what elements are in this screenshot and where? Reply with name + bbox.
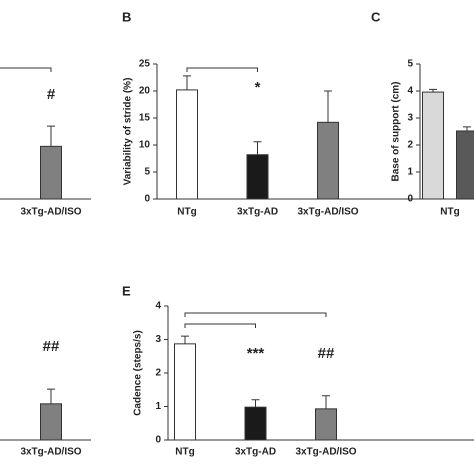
y-tick-label: 1 bbox=[407, 167, 413, 178]
significance-bracket bbox=[0, 67, 52, 72]
bar bbox=[422, 91, 444, 200]
y-tick-label: 4 bbox=[407, 86, 413, 97]
error-bar bbox=[253, 141, 262, 155]
error-bar bbox=[183, 75, 191, 90]
y-tick-label: 0 bbox=[407, 194, 413, 205]
y-tick-label: 2 bbox=[155, 368, 161, 379]
significance-bracket bbox=[184, 323, 256, 328]
bar bbox=[176, 89, 198, 200]
panel-label: E bbox=[122, 283, 131, 298]
bar bbox=[40, 403, 62, 441]
y-tick-label: 10 bbox=[139, 140, 151, 151]
significance-mark: *** bbox=[247, 345, 265, 362]
bar bbox=[40, 145, 62, 200]
error-bar bbox=[322, 395, 330, 409]
y-axis-label: Cadence (steps/s) bbox=[133, 330, 144, 416]
significance-mark: ## bbox=[318, 345, 335, 362]
y-tick-label: 3 bbox=[407, 113, 413, 124]
y-tick-label: 4 bbox=[155, 301, 161, 312]
y-tick-label: 1 bbox=[155, 401, 161, 412]
y-tick-label: 5 bbox=[144, 167, 150, 178]
panel-label: C bbox=[371, 9, 381, 24]
bar bbox=[456, 130, 474, 200]
bar bbox=[246, 154, 269, 200]
error-bar bbox=[429, 88, 437, 93]
x-tick-label: 3xTg-AD bbox=[235, 447, 276, 458]
y-tick-label: 5 bbox=[407, 59, 413, 70]
error-bar bbox=[324, 90, 332, 123]
y-tick-label: 0 bbox=[144, 194, 150, 205]
y-axis-label: Base of support (cm) bbox=[391, 81, 402, 181]
x-tick-label: NTg bbox=[440, 207, 459, 218]
error-bar bbox=[47, 388, 55, 404]
x-tick-label: 3xTg-AD/ISO bbox=[297, 207, 358, 218]
x-tick-label: 3xTg-AD bbox=[237, 207, 278, 218]
panel-label: B bbox=[122, 9, 131, 24]
bar bbox=[317, 121, 339, 200]
x-tick-label: 3xTg-AD/ISO bbox=[20, 207, 81, 218]
significance-mark: # bbox=[47, 86, 56, 103]
bar bbox=[174, 343, 196, 441]
y-tick-label: 25 bbox=[139, 59, 151, 70]
y-tick-label: 15 bbox=[139, 113, 151, 124]
x-tick-label: NTg bbox=[177, 207, 196, 218]
x-tick-label: NTg bbox=[175, 447, 194, 458]
x-tick-label: 3xTg-AD/ISO bbox=[20, 447, 81, 458]
error-bar bbox=[251, 399, 260, 408]
x-tick-label: 3xTg-AD/ISO bbox=[295, 447, 356, 458]
y-tick-label: 20 bbox=[139, 86, 151, 97]
y-tick-label: 3 bbox=[155, 334, 161, 345]
significance-mark: * bbox=[255, 79, 261, 96]
bar bbox=[244, 406, 267, 441]
bar bbox=[315, 408, 337, 441]
y-tick-label: 0 bbox=[155, 435, 161, 446]
error-bar bbox=[47, 125, 55, 147]
y-axis-label: Variability of stride (%) bbox=[123, 78, 134, 186]
significance-bracket bbox=[186, 67, 258, 72]
error-bar bbox=[463, 126, 471, 131]
y-tick-label: 2 bbox=[407, 140, 413, 151]
error-bar bbox=[181, 335, 189, 344]
significance-mark: ## bbox=[43, 338, 60, 355]
significance-bracket bbox=[184, 312, 327, 317]
